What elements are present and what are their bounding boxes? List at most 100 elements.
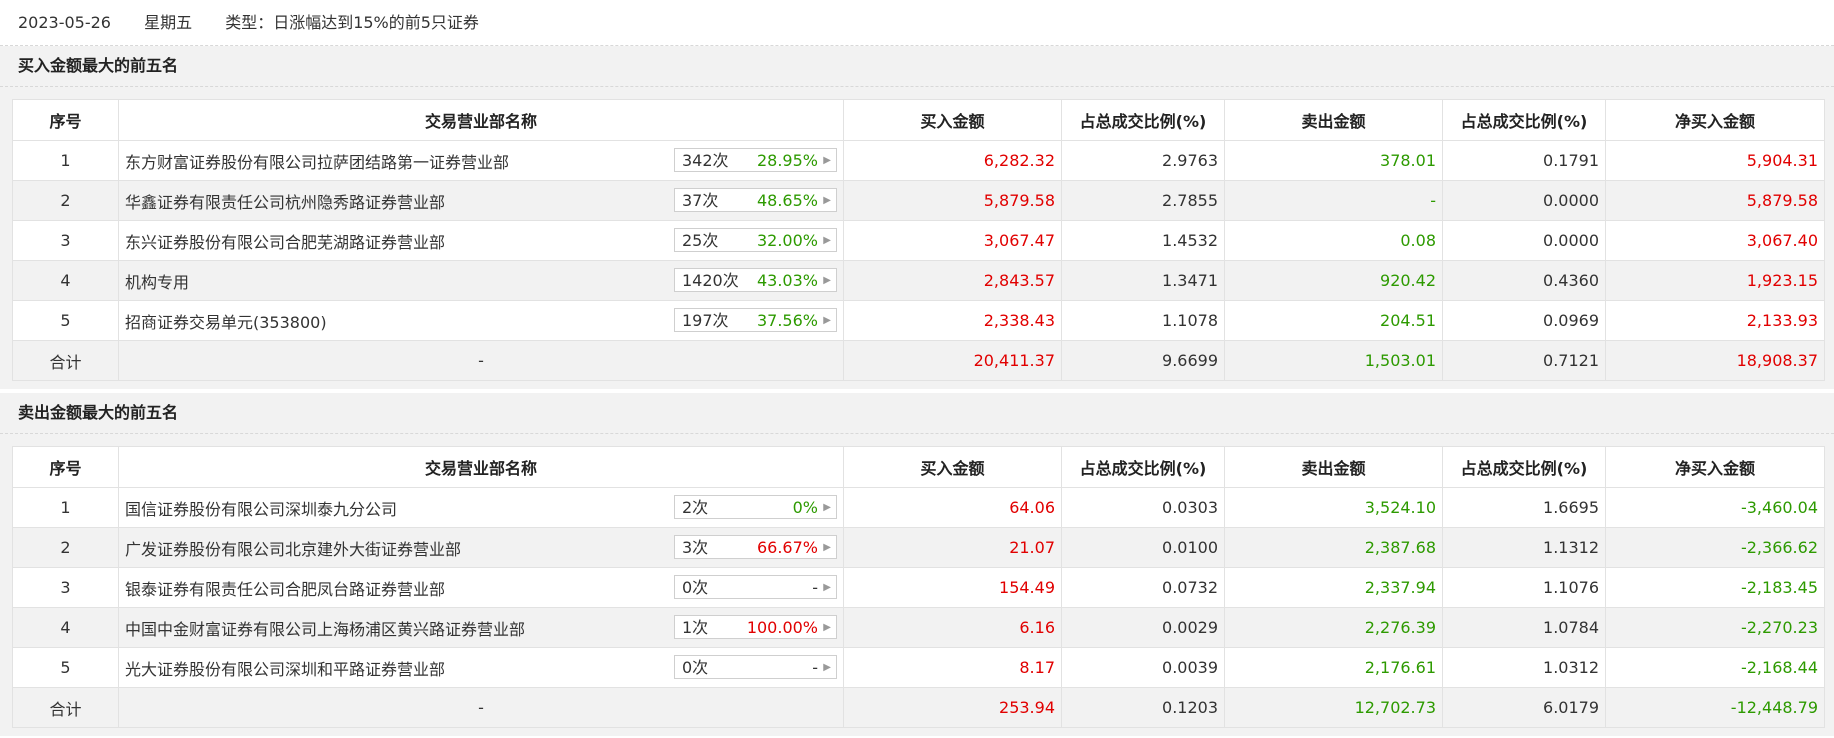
win-rate-badge[interactable]: 1420次 43.03% ▶ bbox=[674, 268, 837, 292]
sell-amount: 0.08 bbox=[1224, 220, 1443, 261]
col-net: 净买入金额 bbox=[1605, 99, 1825, 141]
total-buy: 20,411.37 bbox=[843, 340, 1062, 381]
row-number: 2 bbox=[12, 180, 119, 221]
branch-name[interactable]: 国信证券股份有限公司深圳泰九分公司 bbox=[125, 499, 398, 519]
triangle-right-icon: ▶ bbox=[823, 662, 831, 673]
branch-name[interactable]: 中国中金财富证券有限公司上海杨浦区黄兴路证券营业部 bbox=[125, 619, 526, 639]
appearance-count: 1420次 bbox=[682, 271, 739, 290]
col-net: 净买入金额 bbox=[1605, 446, 1825, 488]
branch-cell[interactable]: 中国中金财富证券有限公司上海杨浦区黄兴路证券营业部 1次 100.00% ▶ bbox=[118, 607, 844, 648]
row-number: 3 bbox=[12, 220, 119, 261]
branch-name[interactable]: 招商证券交易单元(353800) bbox=[125, 312, 327, 332]
sell-ratio: 1.1312 bbox=[1442, 527, 1606, 568]
appearance-count: 2次 bbox=[682, 498, 709, 517]
sell-amount: 2,276.39 bbox=[1224, 607, 1443, 648]
branch-name[interactable]: 广发证券股份有限公司北京建外大街证券营业部 bbox=[125, 539, 462, 559]
win-rate-percent: 66.67% bbox=[756, 538, 818, 557]
sell-amount: - bbox=[1224, 180, 1443, 221]
sell-ratio: 0.0000 bbox=[1442, 220, 1606, 261]
branch-cell[interactable]: 广发证券股份有限公司北京建外大街证券营业部 3次 66.67% ▶ bbox=[118, 527, 844, 568]
table-row: 5 招商证券交易单元(353800) 197次 37.56% ▶ 2,338.43 1.10… bbox=[12, 300, 1825, 341]
total-sell: 1,503.01 bbox=[1224, 340, 1443, 381]
buy-ratio: 0.0029 bbox=[1061, 607, 1225, 648]
win-rate-badge[interactable]: 37次 48.65% ▶ bbox=[674, 188, 837, 212]
buy-amount: 6.16 bbox=[843, 607, 1062, 648]
sell-top5-table: 序号 交易营业部名称 买入金额 占总成交比例(%) 卖出金额 占总成交比例(%)… bbox=[12, 446, 1825, 728]
net-buy-amount: -2,168.44 bbox=[1605, 647, 1825, 688]
col-branch: 交易营业部名称 bbox=[118, 99, 844, 141]
buy-amount: 8.17 bbox=[843, 647, 1062, 688]
branch-cell[interactable]: 华鑫证券有限责任公司杭州隐秀路证券营业部 37次 48.65% ▶ bbox=[118, 180, 844, 221]
col-branch: 交易营业部名称 bbox=[118, 446, 844, 488]
table-row: 1 东方财富证券股份有限公司拉萨团结路第一证券营业部 342次 28.95% ▶ 6,28… bbox=[12, 140, 1825, 181]
branch-name[interactable]: 东方财富证券股份有限公司拉萨团结路第一证券营业部 bbox=[125, 152, 510, 172]
col-no: 序号 bbox=[12, 446, 119, 488]
sell-amount: 378.01 bbox=[1224, 140, 1443, 181]
buy-ratio: 2.7855 bbox=[1061, 180, 1225, 221]
branch-cell[interactable]: 光大证券股份有限公司深圳和平路证券营业部 0次 - ▶ bbox=[118, 647, 844, 688]
win-rate-badge[interactable]: 2次 0% ▶ bbox=[674, 495, 837, 519]
branch-cell[interactable]: 国信证券股份有限公司深圳泰九分公司 2次 0% ▶ bbox=[118, 487, 844, 528]
total-net: 18,908.37 bbox=[1605, 340, 1825, 381]
row-number: 1 bbox=[12, 140, 119, 181]
win-rate-badge[interactable]: 342次 28.95% ▶ bbox=[674, 148, 837, 172]
sell-ratio: 0.4360 bbox=[1442, 260, 1606, 301]
branch-name[interactable]: 机构专用 bbox=[125, 272, 190, 292]
win-rate-percent: - bbox=[812, 658, 818, 677]
col-sell: 卖出金额 bbox=[1224, 99, 1443, 141]
buy-ratio: 1.1078 bbox=[1061, 300, 1225, 341]
branch-cell[interactable]: 东兴证券股份有限公司合肥芜湖路证券营业部 25次 32.00% ▶ bbox=[118, 220, 844, 261]
col-no: 序号 bbox=[12, 99, 119, 141]
appearance-count: 197次 bbox=[682, 311, 729, 330]
branch-cell[interactable]: 东方财富证券股份有限公司拉萨团结路第一证券营业部 342次 28.95% ▶ bbox=[118, 140, 844, 181]
win-rate-percent: 37.56% bbox=[756, 311, 818, 330]
net-buy-amount: 1,923.15 bbox=[1605, 260, 1825, 301]
buy-amount: 3,067.47 bbox=[843, 220, 1062, 261]
branch-cell[interactable]: 招商证券交易单元(353800) 197次 37.56% ▶ bbox=[118, 300, 844, 341]
total-sell-ratio: 0.7121 bbox=[1442, 340, 1606, 381]
triangle-right-icon: ▶ bbox=[823, 275, 831, 286]
table-row: 1 国信证券股份有限公司深圳泰九分公司 2次 0% ▶ 64.06 0.0303 3,524.… bbox=[12, 487, 1825, 528]
total-net: -12,448.79 bbox=[1605, 687, 1825, 728]
win-rate-badge[interactable]: 197次 37.56% ▶ bbox=[674, 308, 837, 332]
row-number: 1 bbox=[12, 487, 119, 528]
appearance-count: 3次 bbox=[682, 538, 709, 557]
total-row: 合计 -253.94 0.1203 12,702.73 6.0179 -12,448.79 bbox=[12, 687, 1825, 728]
col-buy: 买入金额 bbox=[843, 446, 1062, 488]
branch-name[interactable]: 光大证券股份有限公司深圳和平路证券营业部 bbox=[125, 659, 446, 679]
row-number: 4 bbox=[12, 607, 119, 648]
sell-amount: 2,176.61 bbox=[1224, 647, 1443, 688]
branch-cell[interactable]: 机构专用 1420次 43.03% ▶ bbox=[118, 260, 844, 301]
weekday: 星期五 bbox=[144, 13, 193, 32]
table-row: 5 光大证券股份有限公司深圳和平路证券营业部 0次 - ▶ 8.17 0.0039 2,176… bbox=[12, 647, 1825, 688]
win-rate-badge[interactable]: 0次 - ▶ bbox=[674, 655, 837, 679]
branch-cell[interactable]: 银泰证券有限责任公司合肥凤台路证券营业部 0次 - ▶ bbox=[118, 567, 844, 608]
net-buy-amount: -2,270.23 bbox=[1605, 607, 1825, 648]
buy-ratio: 2.9763 bbox=[1061, 140, 1225, 181]
triangle-right-icon: ▶ bbox=[823, 622, 831, 633]
win-rate-badge[interactable]: 25次 32.00% ▶ bbox=[674, 228, 837, 252]
total-branch: - bbox=[118, 687, 844, 728]
sell-section-title: 卖出金额最大的前五名 bbox=[0, 393, 1834, 434]
triangle-right-icon: ▶ bbox=[823, 582, 831, 593]
appearance-count: 25次 bbox=[682, 231, 719, 250]
branch-name[interactable]: 东兴证券股份有限公司合肥芜湖路证券营业部 bbox=[125, 232, 446, 252]
col-sell-ratio: 占总成交比例(%) bbox=[1442, 446, 1606, 488]
row-number: 4 bbox=[12, 260, 119, 301]
win-rate-badge[interactable]: 1次 100.00% ▶ bbox=[674, 615, 837, 639]
branch-name[interactable]: 华鑫证券有限责任公司杭州隐秀路证券营业部 bbox=[125, 192, 446, 212]
col-sell-ratio: 占总成交比例(%) bbox=[1442, 99, 1606, 141]
win-rate-badge[interactable]: 0次 - ▶ bbox=[674, 575, 837, 599]
net-buy-amount: 2,133.93 bbox=[1605, 300, 1825, 341]
buy-amount: 154.49 bbox=[843, 567, 1062, 608]
branch-name[interactable]: 银泰证券有限责任公司合肥凤台路证券营业部 bbox=[125, 579, 446, 599]
sell-ratio: 0.0969 bbox=[1442, 300, 1606, 341]
win-rate-badge[interactable]: 3次 66.67% ▶ bbox=[674, 535, 837, 559]
col-buy-ratio: 占总成交比例(%) bbox=[1061, 446, 1225, 488]
buy-section-title: 买入金额最大的前五名 bbox=[0, 46, 1834, 87]
buy-ratio: 1.4532 bbox=[1061, 220, 1225, 261]
net-buy-amount: -2,183.45 bbox=[1605, 567, 1825, 608]
buy-ratio: 1.3471 bbox=[1061, 260, 1225, 301]
buy-amount: 6,282.32 bbox=[843, 140, 1062, 181]
triangle-right-icon: ▶ bbox=[823, 155, 831, 166]
